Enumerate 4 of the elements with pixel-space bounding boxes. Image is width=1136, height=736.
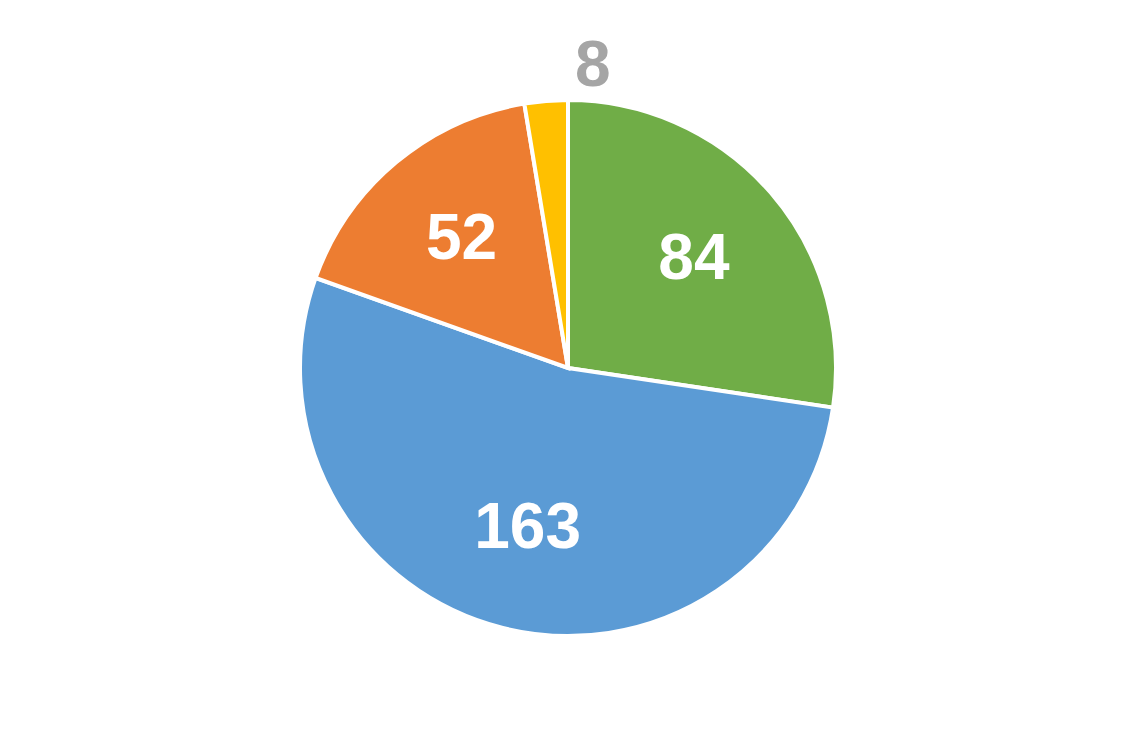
data-label: 8 [574,28,611,101]
data-label: 84 [658,220,730,293]
data-label: 163 [474,490,581,563]
data-label: 52 [425,201,498,274]
